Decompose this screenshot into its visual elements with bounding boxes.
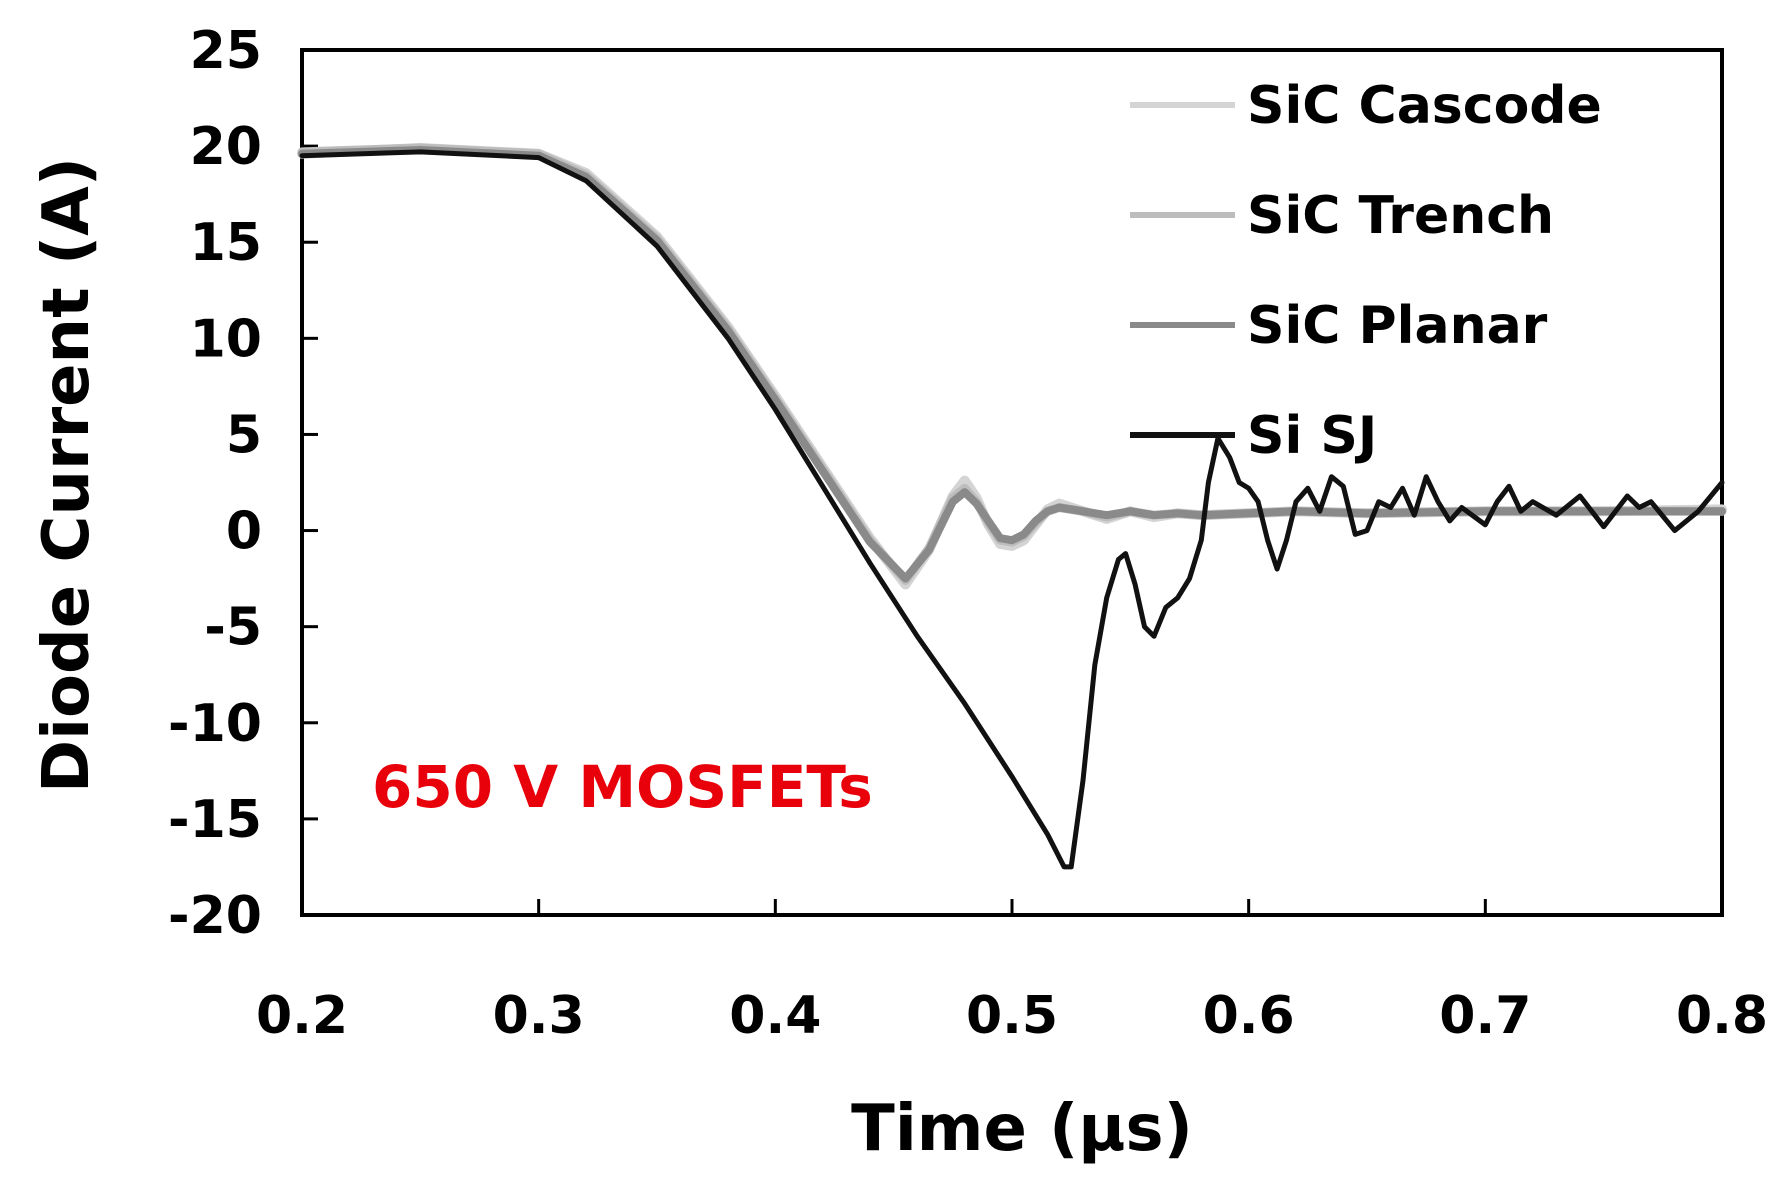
legend-label: Si SJ: [1247, 406, 1377, 466]
y-tick-label: -15: [168, 790, 262, 850]
x-tick-label: 0.5: [966, 986, 1058, 1046]
y-tick-label: -10: [168, 694, 262, 754]
y-tick-label: 20: [190, 117, 262, 177]
y-tick-label: 0: [226, 502, 262, 562]
x-tick-label: 0.8: [1676, 986, 1768, 1046]
y-tick-label: 15: [190, 213, 262, 273]
legend-label: SiC Trench: [1247, 186, 1554, 246]
legend: SiC Cascode SiC Trench SiC Planar Si SJ: [1130, 76, 1602, 466]
x-tick-label: 0.7: [1439, 986, 1531, 1046]
legend-label: SiC Cascode: [1247, 76, 1602, 136]
y-tick-label: -5: [204, 598, 262, 658]
series-line: [298, 146, 1726, 583]
annotation-label: 650 V MOSFETs: [372, 753, 873, 821]
series-line: [299, 149, 1725, 870]
x-tick-label: 0.4: [729, 986, 821, 1046]
x-tick-label: 0.3: [493, 986, 585, 1046]
legend-label: SiC Planar: [1247, 296, 1548, 356]
y-tick-label: 25: [190, 21, 262, 81]
y-tick-label: -20: [168, 886, 262, 946]
x-axis-title: Time (μs): [851, 1092, 1193, 1166]
y-tick-label: 5: [226, 405, 262, 465]
y-tick-label: 10: [190, 309, 262, 369]
x-tick-label: 0.2: [256, 986, 348, 1046]
series-layer: [297, 143, 1727, 870]
axes-layer: 0.2 0.3 0.4 0.5 0.6 0.7 0.8 -20 -15 -10 -5 0 5 10 15 20…: [168, 21, 1768, 1046]
x-tick-label: 0.6: [1203, 986, 1295, 1046]
y-axis-title: Diode Current (A): [30, 157, 104, 793]
